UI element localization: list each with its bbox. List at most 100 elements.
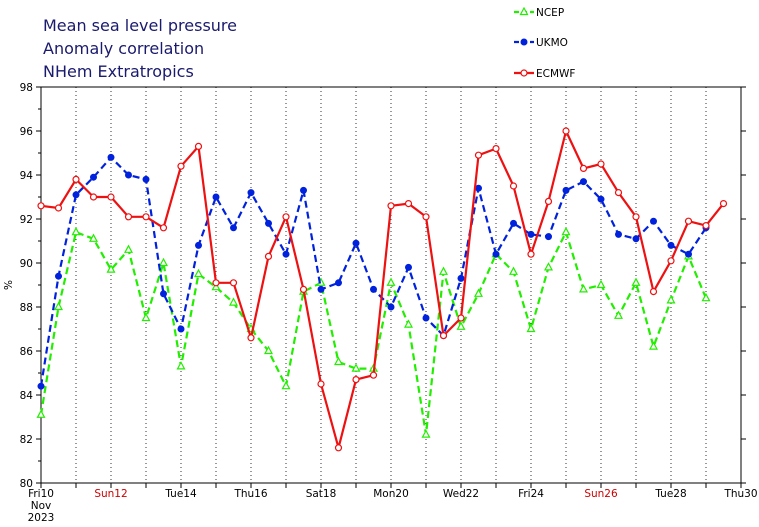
data-point-ukmo — [615, 230, 622, 238]
data-point-ecmwf — [159, 224, 168, 232]
data-point-ncep — [333, 356, 344, 366]
x-tick-label: Sat18 — [306, 488, 337, 500]
data-point-ecmwf — [369, 371, 378, 379]
data-point-ncep — [648, 341, 659, 350]
y-tick-label: 80 — [20, 478, 33, 490]
data-point-ncep — [543, 262, 554, 271]
data-point-ecmwf — [282, 213, 290, 221]
data-point-ukmo — [300, 186, 307, 194]
data-point-ecmwf — [527, 250, 535, 258]
series-ncep — [36, 226, 711, 438]
series-line-ncep — [39, 231, 708, 436]
series-ecmwf — [37, 127, 728, 452]
data-point-ncep — [351, 363, 361, 372]
data-point-ukmo — [247, 189, 255, 197]
legend-marker-ecmwf — [520, 69, 528, 77]
data-point-ncep — [526, 323, 536, 333]
series-line-ukmo — [39, 156, 707, 387]
data-point-ecmwf — [492, 145, 500, 153]
data-point-ecmwf — [702, 222, 710, 230]
data-point-ukmo — [72, 191, 80, 199]
y-tick-label: 92 — [20, 214, 33, 226]
x-tick-label: Sun12 — [94, 488, 127, 500]
data-point-ecmwf — [597, 160, 605, 168]
data-point-ukmo — [142, 175, 150, 183]
data-point-ncep — [211, 281, 221, 291]
data-point-ecmwf — [387, 202, 395, 210]
data-point-ncep — [88, 233, 99, 242]
data-point-ukmo — [527, 230, 535, 238]
legend: NCEP UKMO ECMWF — [514, 6, 575, 80]
data-point-ukmo — [370, 285, 377, 293]
data-point-ncep — [508, 266, 519, 275]
data-point-ncep — [631, 277, 641, 286]
data-point-ncep — [438, 266, 449, 275]
data-point-ecmwf — [649, 288, 658, 296]
x-tick-label: Thu30 — [723, 488, 757, 500]
data-point-ecmwf — [632, 213, 640, 221]
y-axis-label: % — [3, 280, 15, 290]
legend-label-ncep: NCEP — [536, 7, 564, 19]
data-point-ncep — [701, 292, 711, 302]
data-point-ecmwf — [72, 175, 80, 183]
data-point-ecmwf — [457, 314, 465, 322]
x-tick-label: Wed22 — [443, 488, 479, 500]
x-date-sublabel: Nov — [31, 500, 52, 512]
data-point-ukmo — [475, 184, 482, 192]
x-tick-label: Tue28 — [654, 488, 686, 500]
data-point-ecmwf — [229, 279, 238, 287]
data-point-ukmo — [282, 250, 290, 258]
data-point-ecmwf — [404, 200, 413, 208]
data-point-ecmwf — [474, 151, 483, 159]
data-point-ukmo — [597, 195, 605, 203]
data-point-ukmo — [230, 224, 237, 232]
legend-marker-ukmo — [520, 38, 528, 46]
data-point-ecmwf — [264, 252, 273, 260]
data-point-ncep — [106, 264, 116, 273]
data-point-ukmo — [37, 382, 45, 390]
data-point-ukmo — [457, 274, 465, 282]
data-point-ecmwf — [107, 193, 115, 201]
y-tick-label: 86 — [20, 346, 34, 358]
data-point-ukmo — [55, 272, 62, 280]
data-point-ncep — [193, 268, 204, 278]
data-point-ncep — [281, 380, 291, 390]
x-date-sublabel: 2023 — [28, 512, 55, 524]
data-point-ecmwf — [334, 444, 343, 452]
data-point-ncep — [36, 409, 46, 418]
data-point-ecmwf — [719, 200, 728, 208]
chart-title: Mean sea level pressure Anomaly correlati… — [43, 16, 237, 81]
data-point-ukmo — [177, 325, 185, 333]
y-tick-label: 88 — [20, 302, 33, 314]
data-point-ncep — [141, 312, 151, 322]
data-point-ukmo — [667, 241, 675, 249]
x-tick-label: Thu16 — [233, 488, 267, 500]
data-point-ecmwf — [352, 376, 360, 384]
data-point-ecmwf — [177, 162, 185, 170]
data-point-ecmwf — [142, 213, 150, 221]
data-point-ukmo — [562, 186, 570, 194]
data-point-ecmwf — [579, 164, 588, 172]
data-point-ukmo — [632, 235, 640, 243]
data-point-ukmo — [195, 241, 202, 249]
data-point-ncep — [403, 319, 414, 328]
y-tick-label: 96 — [20, 126, 34, 138]
data-point-ncep — [228, 297, 239, 306]
data-point-ukmo — [107, 153, 115, 161]
axes: 80 82 84 86 88 90 92 94 96 98% Fri10 Sun12 Tue14 Thu1… — [3, 82, 758, 524]
data-point-ecmwf — [212, 279, 220, 287]
data-point-ecmwf — [37, 202, 45, 210]
x-tick-label: Mon20 — [373, 488, 409, 500]
data-point-ukmo — [125, 171, 132, 179]
data-point-ukmo — [160, 290, 167, 298]
x-tick-label: Tue14 — [164, 488, 197, 500]
series-ukmo — [37, 153, 710, 390]
x-tick-label: Fri24 — [518, 488, 544, 500]
legend-marker-ncep — [519, 6, 529, 16]
data-point-ncep — [176, 361, 186, 370]
data-point-ukmo — [545, 233, 552, 241]
data-point-ukmo — [580, 178, 587, 186]
data-point-ecmwf — [562, 127, 570, 135]
data-point-ncep — [421, 429, 431, 438]
data-point-ncep — [578, 284, 589, 293]
